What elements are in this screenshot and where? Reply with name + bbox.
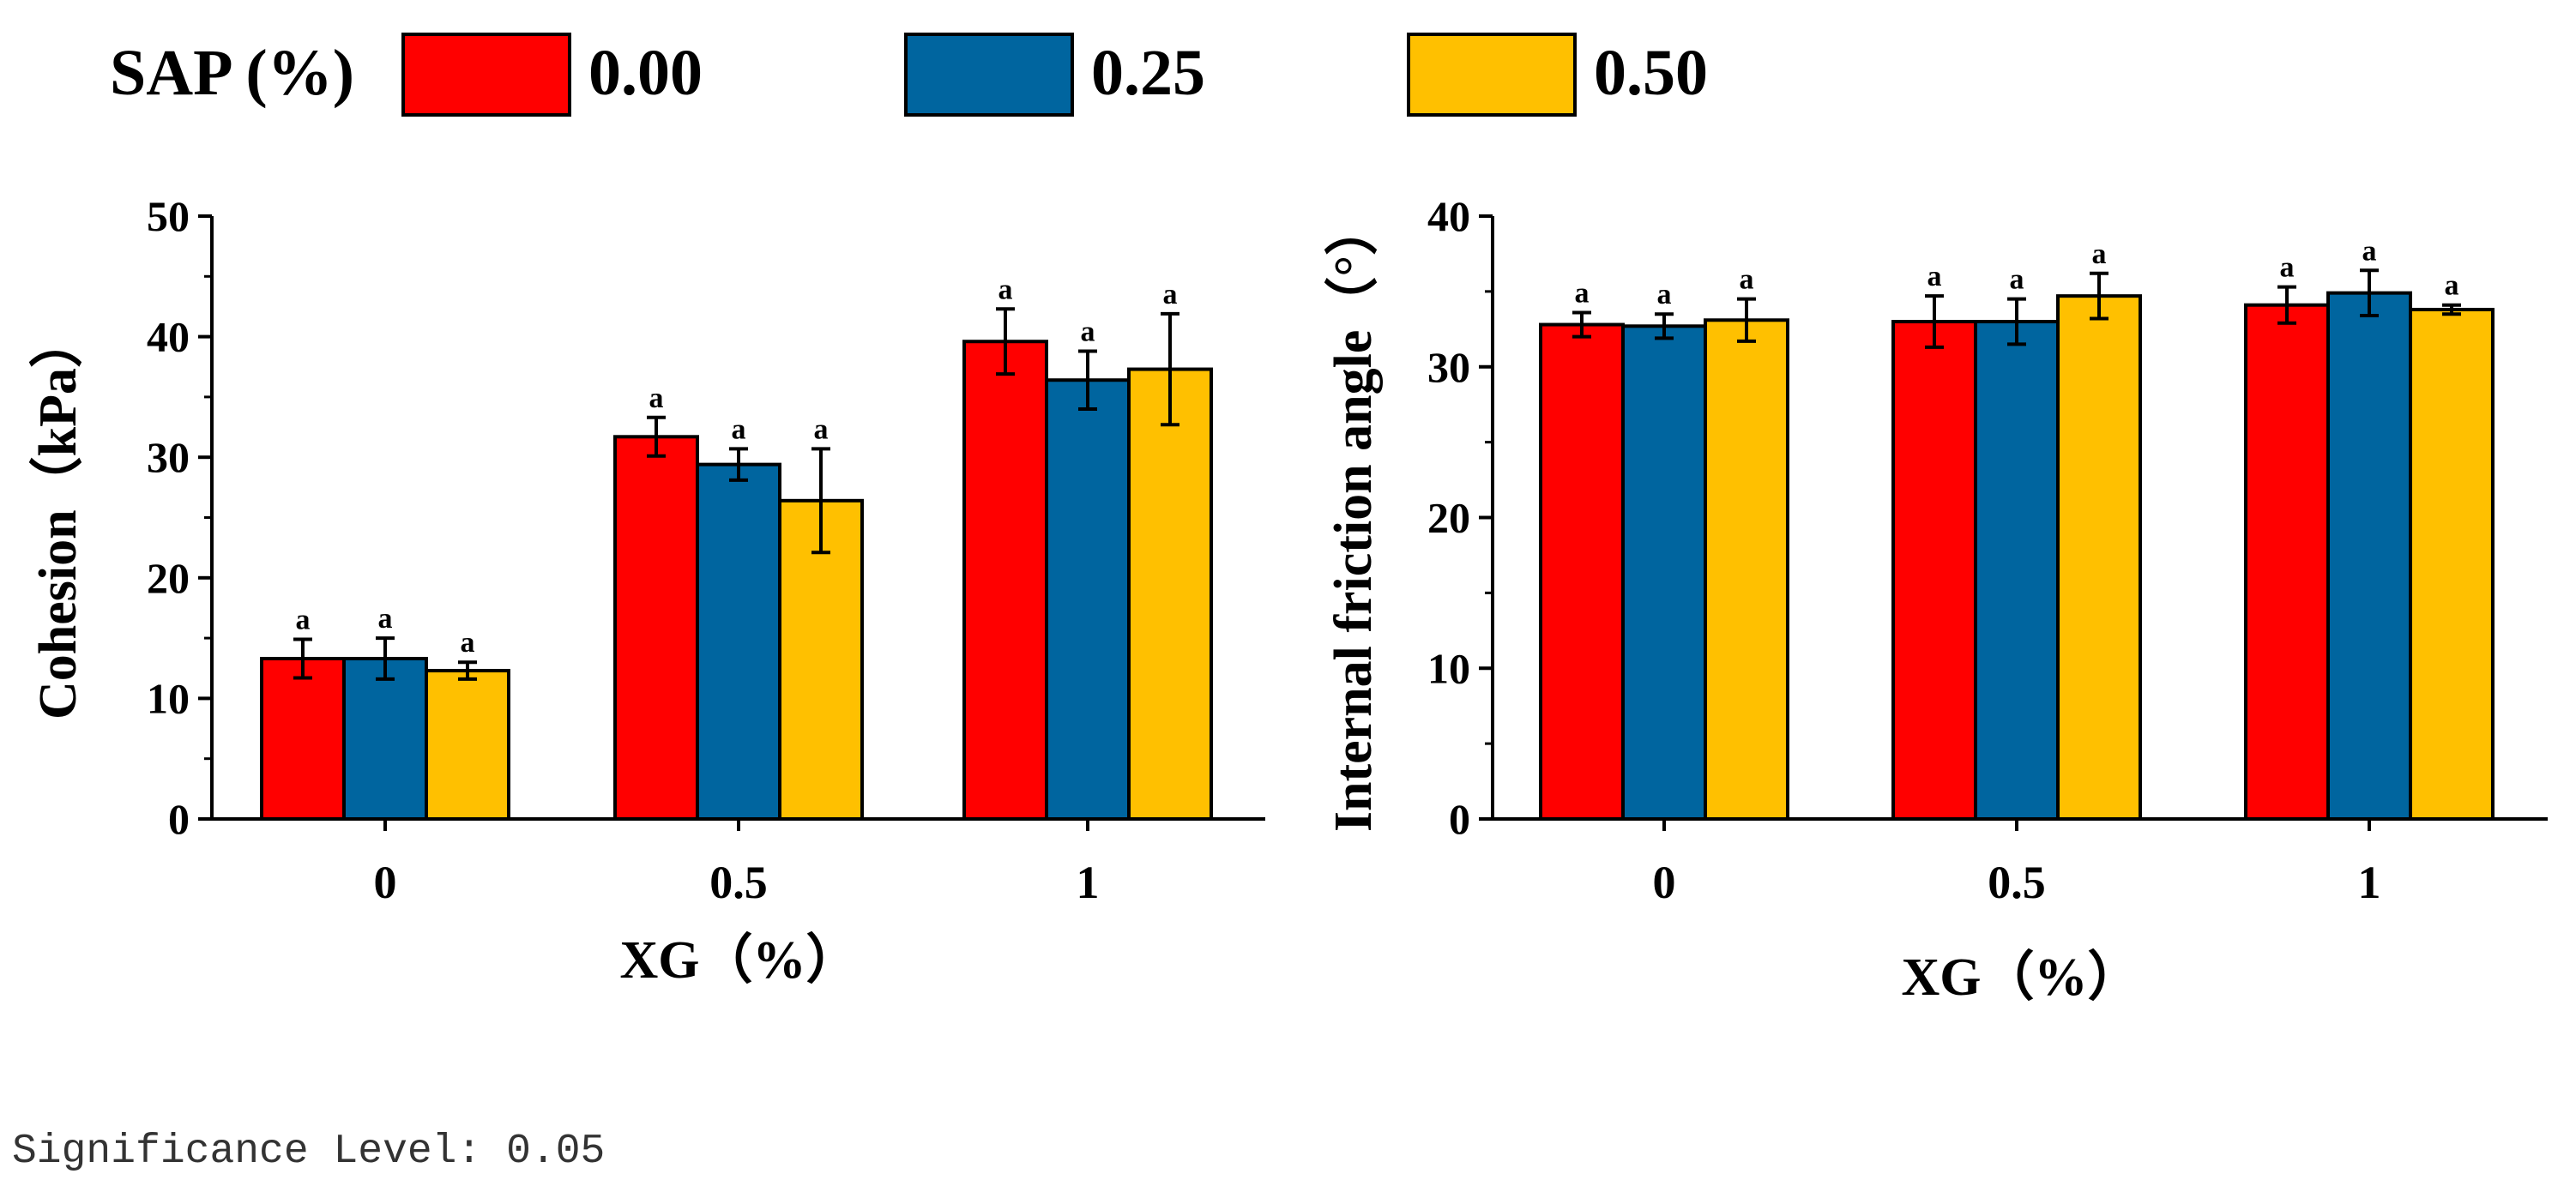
significance-letter: a (2010, 264, 2024, 296)
y-tick-label: 10 (1427, 644, 1470, 692)
bar-0-50-1 (1127, 367, 1213, 821)
bar-0-50-1 (2409, 307, 2495, 821)
y-tick-label: 0 (168, 795, 190, 843)
y-tick-label: 20 (1427, 494, 1470, 542)
significance-letter: a (1575, 277, 1590, 309)
significance-letter: a (814, 413, 829, 445)
significance-letter: a (1927, 261, 1942, 292)
significance-letter: a (461, 627, 475, 659)
bar-0-25-1 (2326, 291, 2412, 821)
bar-0-25-0 (342, 657, 428, 822)
y-tick-label: 20 (147, 554, 190, 602)
y-tick-label: 30 (1427, 343, 1470, 391)
x-tick-label: 0.5 (709, 857, 768, 908)
x-tick-label: 0.5 (1988, 857, 2046, 908)
y-tick-label: 40 (147, 313, 190, 361)
legend-swatch-0-25 (904, 33, 1074, 117)
y-tick-label: 40 (1427, 192, 1470, 240)
significance-letter: a (1081, 316, 1095, 347)
bar-0-25-0-5 (1974, 320, 2060, 821)
bar-0-00-1 (2244, 303, 2330, 821)
x-tick-label: 1 (2358, 857, 2381, 908)
x-axis-title: XG（%） (619, 930, 859, 990)
legend-swatch-0-50 (1407, 33, 1577, 117)
significance-letter: a (1740, 264, 1754, 296)
significance-letter: a (296, 605, 311, 636)
y-tick-label: 0 (1449, 795, 1470, 843)
significance-letter: a (649, 382, 664, 414)
bar-0-50-0-5 (2056, 294, 2142, 821)
legend-title: SAP (%) (110, 37, 354, 109)
y-axis-title: Internal friction angle（°） (1323, 202, 1383, 832)
significance-letter: a (998, 274, 1013, 305)
significance-letter: a (732, 413, 746, 445)
bar-0-00-0-5 (1891, 320, 1977, 821)
y-tick-label: 50 (147, 192, 190, 240)
bar-0-00-0 (1539, 322, 1625, 822)
bar-0-50-0 (425, 669, 510, 822)
significance-letter: a (2362, 235, 2377, 267)
x-tick-label: 0 (374, 857, 397, 908)
y-tick-label: 10 (147, 674, 190, 722)
significance-letter: a (1163, 279, 1178, 310)
cohesion-chart: 0 10 20 30 40 50 0 a a a 0.5 a a a 1 a a a XG（%） Cohesion（k… (27, 192, 1265, 990)
legend-swatch-0-00 (401, 33, 571, 117)
x-tick-label: 1 (1077, 857, 1100, 908)
significance-letter: a (2280, 252, 2295, 284)
x-tick-label: 0 (1653, 857, 1676, 908)
legend-label-0-00: 0.00 (588, 37, 703, 109)
significance-letter: a (2445, 270, 2459, 302)
legend-label-0-25: 0.25 (1091, 37, 1205, 109)
x-axis-title: XG（%） (1901, 947, 2140, 1007)
significance-letter: a (378, 603, 393, 635)
significance-letter: a (2092, 238, 2107, 270)
friction-angle-chart: 0 10 20 30 40 0 a a a 0.5 a a a 1 a a a XG（%） Internal fri… (1323, 192, 2548, 1007)
bar-0-25-1 (1045, 378, 1131, 821)
bar-0-00-0-5 (613, 435, 699, 821)
bar-0-00-0 (260, 657, 346, 822)
bar-0-25-0-5 (696, 462, 781, 821)
bar-0-00-1 (962, 340, 1048, 821)
bar-0-25-0 (1621, 324, 1707, 821)
y-axis-title: Cohesion（kPa） (27, 315, 87, 719)
legend: SAP (%) 0.00 0.25 0.50 (110, 33, 1708, 117)
significance-letter: a (1657, 279, 1672, 310)
legend-label-0-50: 0.50 (1594, 37, 1708, 109)
y-tick-label: 30 (147, 433, 190, 481)
significance-level-note: Significance Level: 0.05 (12, 1129, 605, 1175)
bar-0-50-0 (1704, 318, 1789, 821)
